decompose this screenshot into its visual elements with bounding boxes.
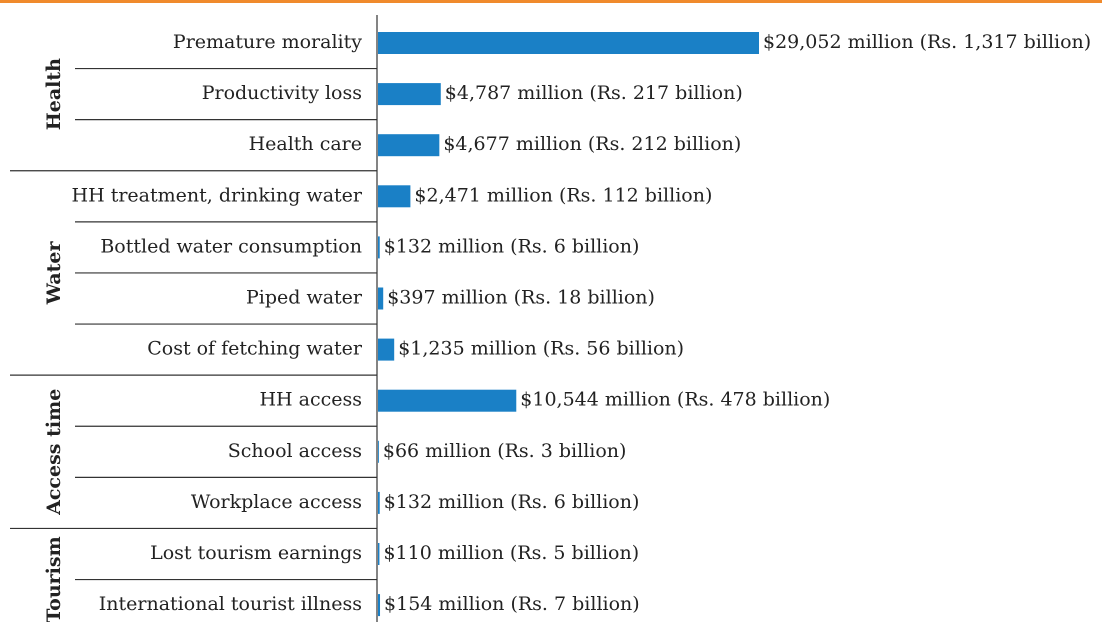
- value-label: $29,052 million (Rs. 1,317 billion): [763, 31, 1091, 53]
- bar: [378, 594, 381, 617]
- bar: [378, 543, 380, 565]
- group-label: Tourism: [43, 536, 65, 622]
- bar: [378, 491, 380, 514]
- bar: [378, 236, 380, 259]
- value-label: $66 million (Rs. 3 billion): [383, 440, 627, 462]
- value-label: $154 million (Rs. 7 billion): [384, 593, 640, 615]
- category-label: Cost of fetching water: [147, 338, 363, 360]
- category-label: Productivity loss: [202, 82, 362, 104]
- bar: [378, 32, 759, 54]
- value-label: $397 million (Rs. 18 billion): [387, 287, 655, 309]
- category-label: Lost tourism earnings: [150, 542, 362, 564]
- bar: [378, 287, 384, 310]
- category-label: HH treatment, drinking water: [72, 184, 363, 206]
- category-label: Premature morality: [173, 31, 362, 53]
- category-label: International tourist illness: [99, 593, 362, 615]
- value-label: $2,471 million (Rs. 112 billion): [414, 184, 712, 206]
- value-label: $110 million (Rs. 5 billion): [383, 542, 639, 564]
- group-label: Access time: [43, 389, 65, 516]
- category-label: School access: [228, 440, 362, 462]
- group-label: Health: [43, 58, 65, 130]
- category-label: Workplace access: [191, 491, 362, 513]
- bar: [378, 440, 379, 463]
- value-label: $132 million (Rs. 6 billion): [384, 491, 640, 513]
- bar: [378, 389, 517, 412]
- bar: [378, 83, 441, 106]
- category-label: Health care: [249, 133, 362, 155]
- value-label: $4,677 million (Rs. 212 billion): [443, 133, 741, 155]
- value-label: $4,787 million (Rs. 217 billion): [445, 82, 743, 104]
- group-label: Water: [43, 241, 65, 306]
- category-label: Piped water: [246, 287, 363, 309]
- bar: [378, 338, 395, 361]
- value-label: $1,235 million (Rs. 56 billion): [398, 338, 684, 360]
- bar: [378, 185, 411, 208]
- bar: [378, 134, 440, 157]
- top-rule: [0, 0, 1102, 3]
- value-label: $132 million (Rs. 6 billion): [384, 235, 640, 257]
- category-label: Bottled water consumption: [100, 235, 362, 257]
- category-label: HH access: [259, 389, 362, 411]
- value-label: $10,544 million (Rs. 478 billion): [520, 389, 830, 411]
